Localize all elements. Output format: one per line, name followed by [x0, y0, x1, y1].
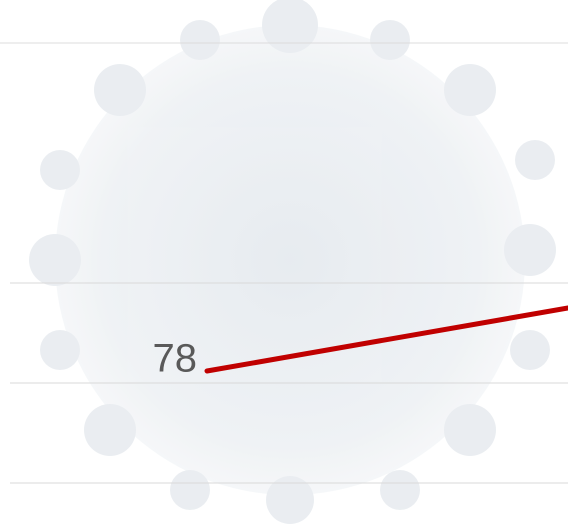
data-label: 78 [153, 337, 198, 381]
data-line [204, 305, 568, 374]
background-image [29, 0, 556, 524]
plot-area: 78 [10, 282, 568, 484]
